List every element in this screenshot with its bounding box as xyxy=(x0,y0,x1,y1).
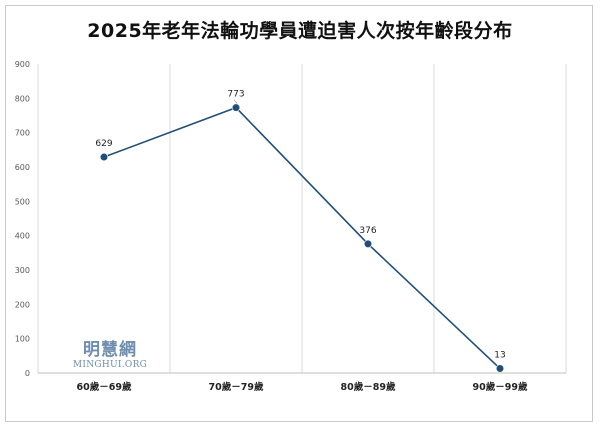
x-tick-label: 60歲－69歲 xyxy=(77,381,132,393)
x-tick-label: 70歲－79歲 xyxy=(209,381,264,393)
data-label: 629 xyxy=(95,139,112,149)
y-tick-label: 100 xyxy=(15,335,30,344)
y-tick-label: 700 xyxy=(15,129,30,138)
y-tick-label: 800 xyxy=(15,94,30,103)
y-tick-label: 900 xyxy=(15,60,30,69)
axis-layer: 0 100 200 300 400 500 600 700 800 900 60歲－69歲 70歲－7… xyxy=(15,60,566,393)
y-tick-label: 200 xyxy=(15,300,30,309)
series-line xyxy=(103,106,501,370)
chart-title: 2025年老年法輪功學員遭迫害人次按年齡段分布 xyxy=(87,20,513,42)
data-label: 376 xyxy=(359,226,376,236)
data-point xyxy=(99,152,109,162)
x-tick-label: 80歲－89歲 xyxy=(341,381,396,393)
x-tick-label: 90歲－99歲 xyxy=(473,381,528,393)
watermark: 明慧網 MINGHUI.ORG xyxy=(68,340,152,371)
data-label-leader xyxy=(233,99,238,104)
data-point xyxy=(495,364,505,373)
series-layer xyxy=(99,103,505,373)
y-tick-label: 300 xyxy=(15,266,30,275)
y-tick-label: 500 xyxy=(15,197,30,206)
chart-frame xyxy=(5,5,593,422)
y-tick-label: 0 xyxy=(25,369,30,378)
watermark-english: MINGHUI.ORG xyxy=(72,360,148,370)
data-point xyxy=(363,239,373,249)
grid-layer xyxy=(37,64,567,373)
watermark-chinese: 明慧網 xyxy=(83,340,137,360)
data-point xyxy=(231,103,241,112)
y-tick-label: 400 xyxy=(15,232,30,241)
label-layer: 629 773 376 13 xyxy=(95,90,505,361)
data-label: 13 xyxy=(494,351,505,361)
data-label: 773 xyxy=(227,90,244,100)
y-tick-label: 600 xyxy=(15,163,30,172)
